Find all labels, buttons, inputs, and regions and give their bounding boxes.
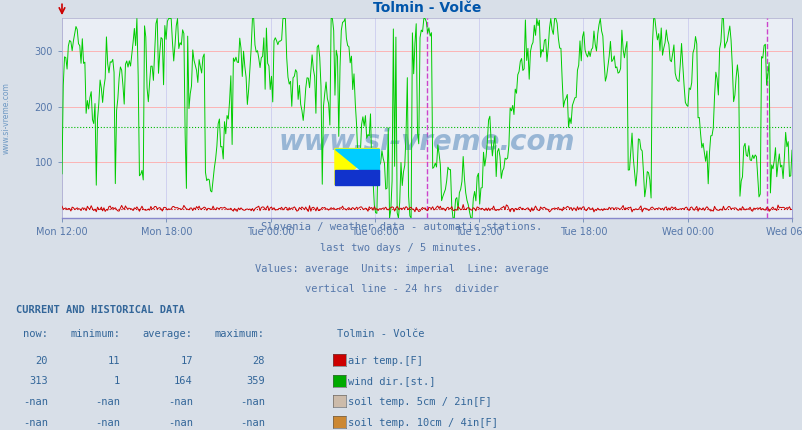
Polygon shape: [334, 148, 379, 184]
Text: air temp.[F]: air temp.[F]: [347, 356, 422, 366]
Text: 1: 1: [114, 376, 120, 387]
Title: Tolmin - Volče: Tolmin - Volče: [372, 1, 480, 15]
Text: now:: now:: [23, 329, 48, 339]
Text: CURRENT AND HISTORICAL DATA: CURRENT AND HISTORICAL DATA: [16, 305, 184, 316]
Text: -nan: -nan: [23, 397, 48, 407]
Text: -nan: -nan: [23, 418, 48, 428]
Text: last two days / 5 minutes.: last two days / 5 minutes.: [320, 243, 482, 253]
Polygon shape: [334, 170, 379, 184]
Text: 164: 164: [174, 376, 192, 387]
Text: Tolmin - Volče: Tolmin - Volče: [337, 329, 424, 339]
Text: 11: 11: [107, 356, 120, 366]
Text: www.si-vreme.com: www.si-vreme.com: [278, 128, 574, 156]
Text: 20: 20: [35, 356, 48, 366]
Text: www.si-vreme.com: www.si-vreme.com: [2, 82, 11, 154]
Text: wind dir.[st.]: wind dir.[st.]: [347, 376, 435, 387]
Text: -nan: -nan: [240, 397, 265, 407]
Text: 313: 313: [30, 376, 48, 387]
Text: Values: average  Units: imperial  Line: average: Values: average Units: imperial Line: av…: [254, 264, 548, 273]
Text: vertical line - 24 hrs  divider: vertical line - 24 hrs divider: [304, 284, 498, 294]
Text: soil temp. 10cm / 4in[F]: soil temp. 10cm / 4in[F]: [347, 418, 497, 428]
Text: 359: 359: [246, 376, 265, 387]
Text: average:: average:: [143, 329, 192, 339]
Polygon shape: [334, 148, 379, 184]
Text: maximum:: maximum:: [215, 329, 265, 339]
Text: 17: 17: [180, 356, 192, 366]
Text: 28: 28: [252, 356, 265, 366]
Text: -nan: -nan: [168, 397, 192, 407]
Text: -nan: -nan: [168, 418, 192, 428]
Text: minimum:: minimum:: [71, 329, 120, 339]
Text: -nan: -nan: [95, 418, 120, 428]
Text: soil temp. 5cm / 2in[F]: soil temp. 5cm / 2in[F]: [347, 397, 491, 407]
Text: -nan: -nan: [95, 397, 120, 407]
Text: -nan: -nan: [240, 418, 265, 428]
Text: Slovenia / weather data - automatic stations.: Slovenia / weather data - automatic stat…: [261, 222, 541, 232]
